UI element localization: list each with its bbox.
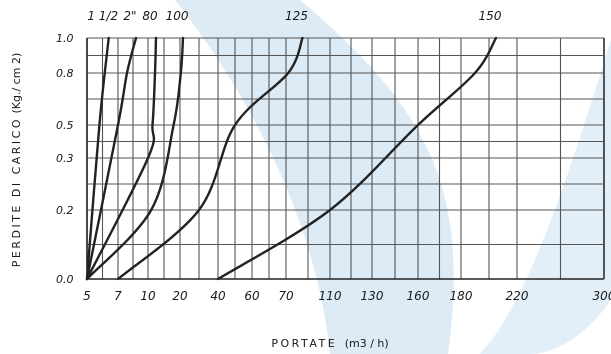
y-tick-label: 0.3 — [56, 152, 74, 165]
y-tick-label: 0.5 — [56, 119, 74, 132]
x-tick-label: 180 — [450, 289, 473, 303]
x-tick-label: 300 — [593, 289, 611, 303]
x-tick-label: 7 — [114, 289, 122, 303]
series-labels: 1 1/2 2" 80 100 125 150 — [87, 9, 501, 23]
y-axis-title-unit: (Kg./ cm 2) — [10, 53, 23, 114]
y-tick-label: 0.0 — [56, 273, 74, 286]
x-axis-title: PORTATE (m3 / h) — [271, 337, 388, 350]
background-decoration — [175, 0, 611, 354]
series-label: 100 — [166, 9, 189, 23]
x-tick-label: 110 — [319, 289, 342, 303]
y-tick-labels: 0.0 0.2 0.3 0.5 0.8 1.0 — [56, 32, 74, 286]
series-line — [85, 36, 185, 281]
series-label: 150 — [479, 9, 502, 23]
x-tick-label: 220 — [506, 289, 529, 303]
curve-group — [85, 36, 498, 281]
x-tick-label: 160 — [407, 289, 430, 303]
background-swirl — [175, 0, 454, 354]
x-tick-label: 20 — [172, 289, 188, 303]
plot-grid — [86, 37, 605, 280]
x-tick-label: 70 — [278, 289, 294, 303]
plot-right-edge — [603, 38, 605, 279]
series-line — [85, 36, 138, 281]
x-tick-label: 130 — [361, 289, 384, 303]
series-line — [116, 36, 304, 281]
y-axis-title: PERDITE DI CARICO (Kg./ cm 2) — [10, 53, 23, 268]
series-label: 1 1/2 — [87, 9, 118, 23]
series-label: 80 — [142, 9, 158, 23]
x-tick-label: 60 — [244, 289, 260, 303]
series-line — [216, 36, 498, 281]
y-tick-label: 0.2 — [56, 204, 74, 217]
y-tick-label: 0.8 — [56, 67, 74, 80]
x-tick-label: 5 — [83, 289, 91, 303]
series-line — [85, 36, 110, 281]
background-swirl-right — [480, 40, 611, 354]
x-tick-labels: 5 7 10 20 40 60 70 110 130 160 180 220 300 — [83, 289, 611, 303]
y-axis-title-main: PERDITE DI CARICO — [10, 117, 23, 267]
series-label: 125 — [285, 9, 308, 23]
x-tick-label: 40 — [210, 289, 226, 303]
x-axis-title-main: PORTATE — [271, 337, 337, 350]
series-line — [85, 36, 158, 281]
series-label: 2" — [123, 9, 136, 23]
y-tick-label: 1.0 — [56, 32, 74, 45]
x-axis-title-unit: (m3 / h) — [345, 337, 389, 350]
x-tick-label: 10 — [140, 289, 156, 303]
